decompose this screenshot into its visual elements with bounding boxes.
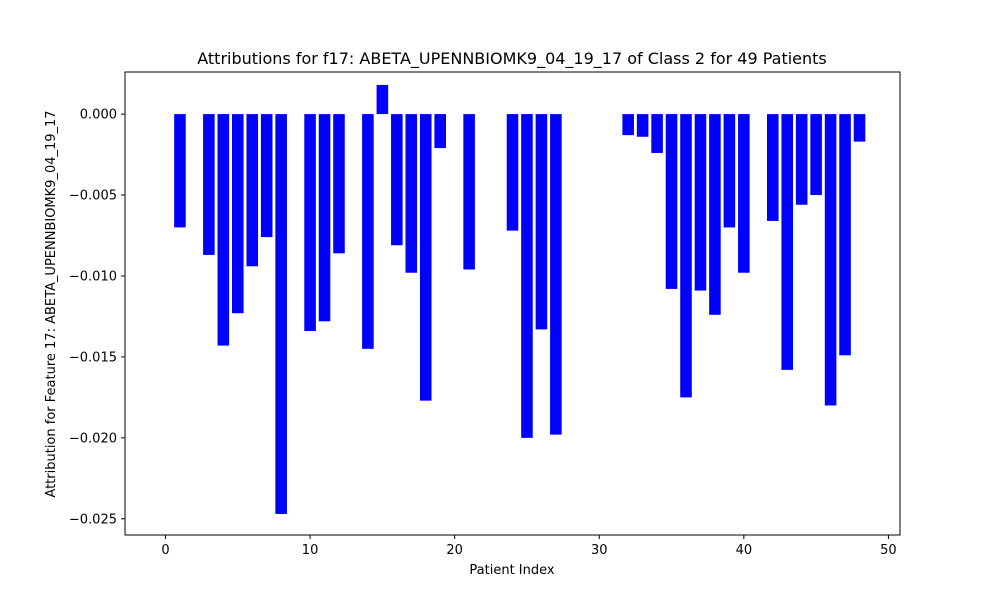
x-tick-label: 0 — [161, 543, 169, 558]
bar-patient-45 — [810, 114, 822, 196]
bar-patient-1 — [174, 114, 186, 228]
bar-patient-48 — [853, 114, 866, 142]
y-tick-label: −0.005 — [69, 189, 117, 204]
y-axis-label: Attribution for Feature 17: ABETA_UPENNB… — [44, 110, 59, 497]
bar-patient-7 — [260, 114, 273, 238]
bar-patient-25 — [521, 114, 533, 438]
bar-patient-10 — [304, 114, 316, 332]
bar-patient-42 — [766, 114, 779, 221]
bar-patient-33 — [636, 114, 649, 137]
y-axis-ticks: 0.000 −0.005 −0.010 −0.015 −0.020 −0.025 — [69, 108, 125, 527]
bar-patient-17 — [405, 114, 418, 273]
bar-patient-11 — [318, 114, 331, 322]
bar-patient-24 — [506, 114, 519, 231]
y-tick-label: −0.020 — [69, 431, 117, 446]
bar-patient-14 — [362, 114, 374, 349]
plot-frame — [124, 71, 901, 536]
bar-patient-19 — [434, 114, 446, 149]
y-tick-label: −0.010 — [69, 269, 117, 284]
x-tick-label: 20 — [446, 543, 463, 558]
bars-group — [174, 84, 866, 514]
bar-patient-6 — [246, 114, 259, 267]
bar-patient-39 — [723, 114, 736, 228]
bar-patient-3 — [203, 114, 215, 255]
bar-patient-34 — [651, 114, 663, 153]
bar-patient-37 — [694, 114, 707, 291]
bar-patient-44 — [795, 114, 808, 205]
bar-patient-46 — [824, 114, 837, 406]
bar-patient-35 — [665, 114, 678, 289]
bar-patient-36 — [680, 114, 692, 398]
x-tick-label: 40 — [736, 543, 753, 558]
bar-patient-12 — [333, 114, 345, 254]
chart-title: Attributions for f17: ABETA_UPENNBIOMK9_… — [197, 49, 827, 69]
y-tick-label: −0.015 — [69, 350, 117, 365]
bar-patient-32 — [622, 114, 634, 136]
bar-patient-43 — [781, 114, 794, 370]
y-tick-label: 0.000 — [80, 108, 117, 123]
x-tick-label: 30 — [591, 543, 608, 558]
bar-patient-40 — [738, 114, 750, 273]
x-tick-label: 10 — [302, 543, 319, 558]
bar-patient-26 — [535, 114, 548, 330]
bar-patient-4 — [217, 114, 230, 346]
bar-patient-27 — [550, 114, 562, 435]
bar-patient-16 — [391, 114, 403, 246]
y-tick-label: −0.025 — [69, 512, 117, 527]
x-axis-ticks: 0 10 20 30 40 50 — [161, 535, 897, 558]
bar-patient-38 — [709, 114, 721, 315]
bar-patient-8 — [275, 114, 287, 514]
bar-patient-15 — [376, 84, 389, 115]
bar-patient-18 — [419, 114, 432, 401]
x-tick-label: 50 — [880, 543, 897, 558]
bar-patient-47 — [839, 114, 851, 356]
bar-patient-5 — [232, 114, 244, 314]
x-axis-label: Patient Index — [469, 563, 554, 578]
bar-patient-21 — [463, 114, 475, 270]
